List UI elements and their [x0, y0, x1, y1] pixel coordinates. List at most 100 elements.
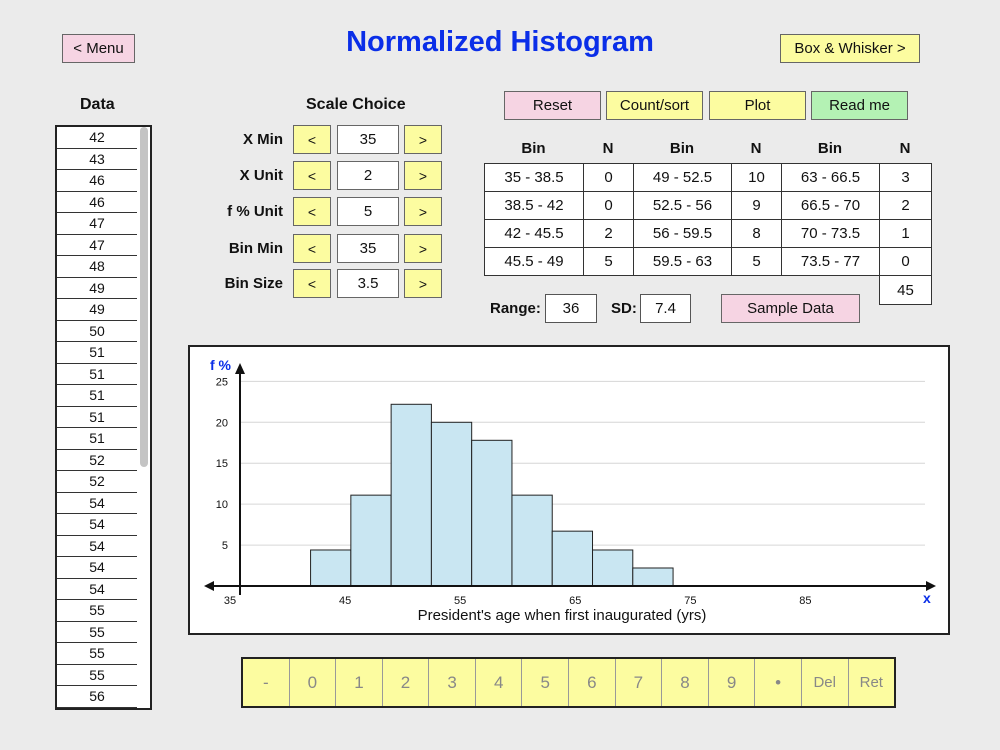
- x-tick-label: 75: [684, 595, 696, 607]
- histogram-bar: [390, 403, 432, 587]
- keypad-key-6[interactable]: 6: [569, 659, 616, 706]
- bin-range-cell: 70 - 73.5: [781, 219, 880, 248]
- data-list-item[interactable]: 43: [57, 149, 137, 170]
- histogram-bar: [632, 567, 674, 587]
- keypad-key-0[interactable]: 0: [290, 659, 337, 706]
- keypad-key-del[interactable]: Del: [802, 659, 849, 706]
- data-list-item[interactable]: 54: [57, 514, 137, 536]
- bin-range-cell: 38.5 - 42: [484, 191, 584, 220]
- x-tick-label: 55: [454, 595, 466, 607]
- count-sort-button[interactable]: Count/sort: [606, 91, 703, 120]
- data-list-item[interactable]: 49: [57, 299, 137, 321]
- bin-range-cell: 66.5 - 70: [781, 191, 880, 220]
- keypad-key-9[interactable]: 9: [709, 659, 756, 706]
- bin-count-cell: 2: [583, 219, 634, 248]
- keypad-key-5[interactable]: 5: [522, 659, 570, 706]
- bin-size-decrement-button[interactable]: <: [293, 269, 331, 298]
- keypad-key-8[interactable]: 8: [662, 659, 709, 706]
- sample-data-button[interactable]: Sample Data: [721, 294, 860, 323]
- data-list-item[interactable]: 55: [57, 665, 137, 686]
- x-min-value[interactable]: 35: [337, 125, 399, 154]
- data-list-item[interactable]: 51: [57, 407, 137, 428]
- data-list-item[interactable]: 51: [57, 428, 137, 450]
- bin-count-cell: 0: [583, 191, 634, 220]
- bin-size-value[interactable]: 3.5: [337, 269, 399, 298]
- keypad: -0 1 2 3 4 5 6 7 8 9 • Del Ret: [241, 657, 896, 708]
- keypad-key-4[interactable]: 4: [476, 659, 523, 706]
- box-whisker-button[interactable]: Box & Whisker >: [780, 34, 920, 63]
- x-min-increment-button[interactable]: >: [404, 125, 442, 154]
- histogram-bar: [592, 549, 634, 587]
- f-unit-increment-button[interactable]: >: [404, 197, 442, 226]
- data-list-item[interactable]: 55: [57, 622, 137, 643]
- bin-size-label: Bin Size: [224, 275, 283, 292]
- x-tick-label: 85: [799, 595, 811, 607]
- data-list-item[interactable]: 47: [57, 213, 137, 235]
- bin-count-cell: 5: [731, 247, 782, 276]
- bin-range-cell: 73.5 - 77: [781, 247, 880, 276]
- f-unit-decrement-button[interactable]: <: [293, 197, 331, 226]
- bin-range-cell: 49 - 52.5: [633, 163, 732, 192]
- keypad-key-1[interactable]: 1: [336, 659, 383, 706]
- x-unit-value[interactable]: 2: [337, 161, 399, 190]
- histogram-svg: 5 10 15 20 25 35 45 55 65 75 85 f % x President's age…: [204, 357, 936, 624]
- data-list-item[interactable]: 51: [57, 385, 137, 407]
- data-list-item[interactable]: 47: [57, 235, 137, 256]
- data-list[interactable]: 42 43 46 46 47 47 48 49 49 50 51 51 51 51 51 52 52 54 54 54…: [55, 125, 152, 710]
- x-tick-label: 65: [569, 595, 581, 607]
- bin-count-cell: 5: [583, 247, 634, 276]
- bin-count-cell: 0: [583, 163, 634, 192]
- bin-range-cell: 63 - 66.5: [781, 163, 880, 192]
- bin-size-increment-button[interactable]: >: [404, 269, 442, 298]
- data-list-scrollbar[interactable]: [140, 127, 148, 467]
- histogram-chart: 5 10 15 20 25 35 45 55 65 75 85 f % x President's age…: [188, 345, 950, 635]
- keypad-key-decimal[interactable]: •: [755, 659, 802, 706]
- x-min-decrement-button[interactable]: <: [293, 125, 331, 154]
- histogram-bar: [350, 494, 392, 587]
- n-column-header: N: [750, 140, 762, 157]
- bin-min-increment-button[interactable]: >: [404, 234, 442, 263]
- bin-range-cell: 42 - 45.5: [484, 219, 584, 248]
- plot-button[interactable]: Plot: [709, 91, 806, 120]
- y-axis-arrow: [235, 363, 245, 374]
- data-list-item[interactable]: 51: [57, 342, 137, 364]
- keypad-key-minus[interactable]: -: [243, 659, 290, 706]
- data-list-item[interactable]: 54: [57, 557, 137, 579]
- menu-button[interactable]: < Menu: [62, 34, 135, 63]
- keypad-key-7[interactable]: 7: [616, 659, 663, 706]
- data-list-item[interactable]: 51: [57, 364, 137, 385]
- bin-min-decrement-button[interactable]: <: [293, 234, 331, 263]
- data-list-item[interactable]: 48: [57, 256, 137, 278]
- reset-button[interactable]: Reset: [504, 91, 601, 120]
- data-list-item[interactable]: 52: [57, 471, 137, 493]
- data-list-item[interactable]: 54: [57, 579, 137, 600]
- f-unit-value[interactable]: 5: [337, 197, 399, 226]
- data-list-item[interactable]: 54: [57, 536, 137, 557]
- x-tick-label: 35: [224, 595, 236, 607]
- x-tick-label: 45: [339, 595, 351, 607]
- data-list-item[interactable]: 55: [57, 600, 137, 622]
- data-list-item[interactable]: 54: [57, 493, 137, 514]
- x-unit-decrement-button[interactable]: <: [293, 161, 331, 190]
- x-min-label: X Min: [243, 131, 283, 148]
- range-value: 36: [545, 294, 597, 323]
- y-tick-label: 20: [216, 417, 228, 429]
- read-me-button[interactable]: Read me: [811, 91, 908, 120]
- bin-min-value[interactable]: 35: [337, 234, 399, 263]
- data-list-item[interactable]: 56: [57, 686, 137, 708]
- x-unit-increment-button[interactable]: >: [404, 161, 442, 190]
- data-list-item[interactable]: 55: [57, 643, 137, 665]
- data-list-item[interactable]: 52: [57, 450, 137, 471]
- bin-count-cell: 10: [731, 163, 782, 192]
- keypad-key-ret[interactable]: Ret: [859, 674, 883, 691]
- histogram-bar: [430, 421, 473, 587]
- bin-range-cell: 35 - 38.5: [484, 163, 584, 192]
- data-list-item[interactable]: 42: [57, 127, 137, 149]
- data-list-item[interactable]: 49: [57, 278, 137, 299]
- keypad-key-2[interactable]: 2: [383, 659, 430, 706]
- keypad-key-3[interactable]: 3: [429, 659, 476, 706]
- data-list-item[interactable]: 50: [57, 321, 137, 342]
- data-list-item[interactable]: 46: [57, 170, 137, 192]
- data-list-item[interactable]: 46: [57, 192, 137, 213]
- bin-min-label: Bin Min: [228, 240, 283, 257]
